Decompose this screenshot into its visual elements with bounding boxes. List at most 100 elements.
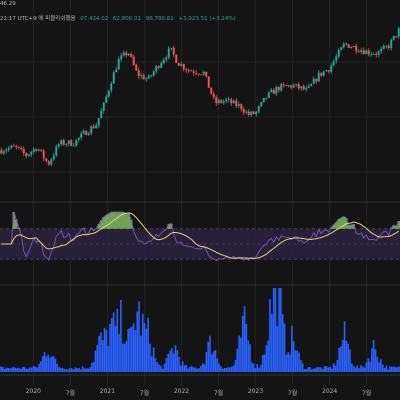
candle-body (5, 150, 8, 152)
volume-bar (258, 367, 260, 372)
rsi-panel (0, 211, 400, 262)
candle-body (155, 66, 158, 72)
volume-bar (205, 352, 208, 372)
header-line2: 22:17 UTC+9 에 피블리쉬했음 07,424.02 62,800.01… (0, 16, 239, 23)
volume-bar (174, 345, 177, 372)
candle-body (292, 85, 295, 88)
volume-bar (211, 354, 213, 372)
candle-body (247, 111, 250, 115)
candle-body (117, 59, 120, 70)
volume-bar (63, 369, 66, 372)
volume-bar (360, 365, 362, 372)
volume-bar (72, 369, 75, 372)
candle-body (380, 48, 383, 52)
volume-bar (378, 362, 380, 372)
volume-bar (3, 368, 6, 372)
volume-bar (352, 365, 355, 372)
candle-body (72, 145, 75, 147)
volume-bar (131, 326, 133, 372)
volume-bar (151, 356, 153, 372)
candle-body (327, 70, 330, 72)
candle-body (30, 151, 33, 155)
candle-body (55, 146, 58, 156)
candle-body (175, 54, 178, 64)
volume-bar (209, 335, 211, 372)
volume-bar (23, 366, 26, 372)
volume-bar (9, 368, 11, 372)
volume-bar (245, 323, 248, 372)
volume-bar (303, 369, 306, 372)
volume-bar (383, 368, 386, 372)
candle-body (335, 56, 338, 62)
candle-body (222, 101, 225, 103)
volume-bar (349, 349, 351, 372)
candle-body (267, 92, 270, 98)
volume-bar (343, 321, 346, 372)
candle-body (125, 52, 128, 56)
candle-body (102, 102, 105, 111)
volume-bar (323, 366, 326, 372)
volume-bar (96, 345, 99, 372)
volume-bar (251, 362, 253, 372)
candle-body (162, 59, 165, 64)
volume-bar (60, 367, 62, 372)
volume-bar (292, 341, 295, 372)
volume-bar (12, 366, 15, 372)
candle-body (390, 39, 393, 48)
candle-body (135, 64, 138, 71)
volume-bar (325, 365, 328, 372)
volume-bar (83, 368, 86, 372)
candle-body (52, 155, 55, 160)
candle-body (0, 150, 3, 154)
candle-body (255, 111, 258, 115)
candle-body (210, 87, 213, 94)
volume-bar (212, 351, 215, 372)
volume-bar (132, 323, 135, 372)
candle-body (275, 87, 278, 94)
candle-body (347, 44, 350, 48)
volume-bar (152, 347, 155, 372)
candle-body (272, 89, 275, 94)
candle-body (315, 78, 318, 82)
volume-bar (61, 368, 64, 372)
volume-bar (372, 339, 375, 372)
x-tick-label: 7월 (213, 390, 224, 397)
volume-bar (67, 369, 69, 372)
candle-body (257, 106, 260, 112)
candle-body (82, 130, 85, 134)
candle-body (297, 84, 300, 89)
candle-body (10, 145, 13, 149)
volume-bar (187, 368, 189, 372)
volume-bars (0, 288, 400, 372)
volume-bar (254, 367, 257, 372)
volume-bar (52, 356, 55, 372)
candle-body (35, 149, 38, 151)
candle-body (177, 63, 180, 66)
candle-body (85, 130, 88, 136)
volume-bar (278, 288, 280, 372)
candle-body (100, 110, 103, 119)
candle-body (127, 53, 130, 56)
volume-bar (285, 354, 288, 372)
volume-bar (123, 343, 126, 372)
ohlc-high: 62,800.01 (113, 16, 142, 22)
candle-body (242, 109, 245, 113)
candle-body (87, 133, 90, 136)
volume-bar (340, 346, 342, 372)
candle-body (200, 74, 203, 76)
volume-bar (147, 317, 149, 372)
volume-bar (265, 344, 268, 372)
candle-body (7, 148, 10, 151)
volume-bar (98, 335, 100, 372)
candle-body (397, 28, 400, 37)
volume-bar (0, 366, 2, 372)
candle-body (182, 64, 185, 70)
candle-body (237, 104, 240, 106)
candle-body (360, 50, 363, 52)
ohlc-low: 96,780.81 (145, 16, 174, 22)
candle-body (295, 84, 298, 86)
volume-bar (171, 347, 173, 372)
volume-bar (327, 367, 329, 372)
volume-bar (185, 365, 188, 372)
volume-bar (305, 369, 308, 372)
